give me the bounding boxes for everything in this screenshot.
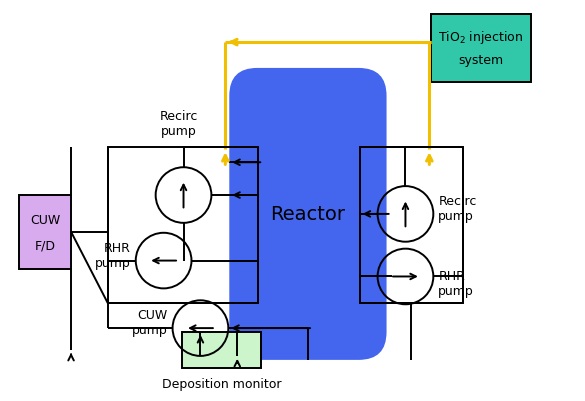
Text: Recirc
pump: Recirc pump bbox=[438, 194, 477, 223]
Text: system: system bbox=[459, 55, 504, 67]
Bar bbox=[181, 332, 261, 368]
Text: Recirc
pump: Recirc pump bbox=[159, 110, 198, 138]
Bar bbox=[108, 148, 258, 304]
Text: Deposition monitor: Deposition monitor bbox=[161, 377, 281, 390]
FancyBboxPatch shape bbox=[19, 196, 71, 269]
Text: RHR
pump: RHR pump bbox=[438, 269, 474, 297]
Text: TiO$_2$ injection: TiO$_2$ injection bbox=[438, 28, 524, 46]
Text: Reactor: Reactor bbox=[270, 205, 345, 224]
Text: CUW: CUW bbox=[30, 214, 60, 227]
Text: RHR
pump: RHR pump bbox=[95, 241, 131, 269]
Text: CUW
pump: CUW pump bbox=[132, 308, 167, 336]
Bar bbox=[360, 148, 463, 304]
FancyBboxPatch shape bbox=[229, 69, 387, 360]
Text: F/D: F/D bbox=[35, 239, 56, 251]
Bar bbox=[431, 15, 531, 83]
